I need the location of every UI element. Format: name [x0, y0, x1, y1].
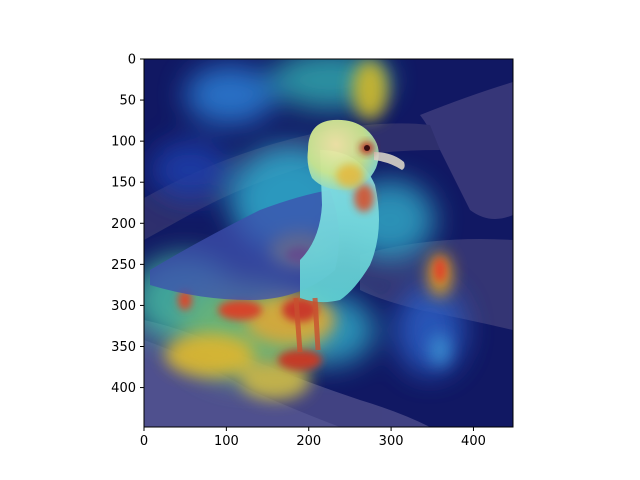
x-tick-label: 100	[214, 434, 239, 449]
seagull-wing	[150, 190, 339, 300]
plot-frame	[143, 58, 514, 428]
y-tick-label: 50	[119, 94, 136, 109]
x-tick-label: 300	[379, 434, 404, 449]
y-tick-label: 250	[111, 258, 136, 273]
y-tick-label: 350	[111, 340, 136, 355]
seagull	[150, 119, 405, 353]
y-tick-label: 400	[111, 381, 136, 396]
y-tick-label: 200	[111, 217, 136, 232]
heatmap-image	[144, 59, 513, 427]
x-axis: 0 100 200 300 400	[140, 427, 486, 449]
x-tick-label: 200	[296, 434, 321, 449]
seagull-eye	[364, 145, 370, 151]
x-tick-label: 400	[461, 434, 486, 449]
x-tick-label: 0	[140, 434, 148, 449]
y-tick-label: 100	[111, 135, 136, 150]
y-tick-label: 150	[111, 176, 136, 191]
y-tick-label: 0	[128, 53, 136, 68]
seagull-beak	[374, 152, 405, 170]
y-axis: 0 50 100 150 200 250 300 350 400	[111, 53, 144, 396]
y-tick-label: 300	[111, 299, 136, 314]
seagull-legs	[293, 297, 321, 353]
